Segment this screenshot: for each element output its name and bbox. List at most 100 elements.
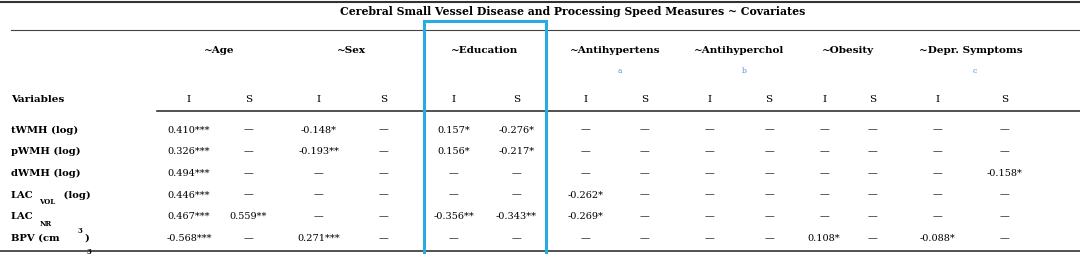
Text: —: —	[313, 211, 324, 220]
Text: 0.157*: 0.157*	[437, 125, 470, 134]
Text: —: —	[448, 168, 459, 177]
Text: —: —	[704, 190, 715, 199]
Text: ~Age: ~Age	[203, 46, 234, 55]
Text: ~Education: ~Education	[451, 46, 518, 55]
Text: —: —	[867, 190, 878, 199]
Text: —: —	[819, 147, 829, 156]
Text: VOL: VOL	[39, 197, 55, 205]
Text: —: —	[378, 190, 389, 199]
Text: -0.568***: -0.568***	[166, 233, 212, 242]
Text: —: —	[243, 190, 254, 199]
Text: Cerebral Small Vessel Disease and Processing Speed Measures ~ Covariates: Cerebral Small Vessel Disease and Proces…	[340, 6, 805, 17]
Text: —: —	[764, 125, 774, 134]
Text: —: —	[867, 125, 878, 134]
Text: pWMH (log): pWMH (log)	[11, 147, 80, 156]
Text: ~Sex: ~Sex	[337, 46, 365, 55]
Text: —: —	[704, 147, 715, 156]
Text: b: b	[741, 67, 746, 75]
Text: —: —	[313, 168, 324, 177]
Text: (log): (log)	[60, 190, 91, 199]
Text: -0.193**: -0.193**	[298, 147, 339, 156]
Text: —: —	[764, 233, 774, 242]
Text: S: S	[245, 94, 252, 104]
Text: —: —	[764, 147, 774, 156]
Text: S: S	[642, 94, 648, 104]
Text: —: —	[704, 233, 715, 242]
Text: —: —	[932, 211, 943, 220]
Text: -0.148*: -0.148*	[300, 125, 337, 134]
Text: I: I	[935, 94, 940, 104]
Text: —: —	[378, 168, 389, 177]
Text: —: —	[639, 147, 650, 156]
Text: I: I	[707, 94, 712, 104]
Text: —: —	[580, 233, 591, 242]
Text: —: —	[639, 125, 650, 134]
Text: S: S	[513, 94, 519, 104]
Text: —: —	[580, 168, 591, 177]
Text: —: —	[243, 168, 254, 177]
Text: BPV (cm: BPV (cm	[11, 233, 59, 242]
Text: —: —	[999, 190, 1010, 199]
Text: —: —	[378, 211, 389, 220]
Text: NR: NR	[39, 219, 52, 227]
Text: —: —	[378, 233, 389, 242]
Text: —: —	[867, 168, 878, 177]
Text: —: —	[511, 233, 522, 242]
Text: ~Antihyperchol: ~Antihyperchol	[694, 46, 784, 55]
Text: 0.156*: 0.156*	[437, 147, 470, 156]
Text: —: —	[378, 125, 389, 134]
Text: —: —	[704, 125, 715, 134]
Text: -0.158*: -0.158*	[986, 168, 1023, 177]
Text: -0.343**: -0.343**	[496, 211, 537, 220]
Text: tWMH (log): tWMH (log)	[11, 125, 78, 134]
Text: —: —	[999, 147, 1010, 156]
Text: —: —	[639, 190, 650, 199]
Text: —: —	[819, 168, 829, 177]
Text: S: S	[1001, 94, 1008, 104]
Text: —: —	[580, 147, 591, 156]
Text: ~Antihypertens: ~Antihypertens	[570, 46, 660, 55]
Text: —: —	[819, 125, 829, 134]
Text: I: I	[451, 94, 456, 104]
Text: —: —	[999, 233, 1010, 242]
Text: ~Depr. Symptoms: ~Depr. Symptoms	[919, 46, 1023, 55]
Text: 3: 3	[86, 247, 92, 254]
Text: —: —	[764, 211, 774, 220]
Text: —: —	[819, 211, 829, 220]
Text: 0.326***: 0.326***	[167, 147, 211, 156]
Text: LAC: LAC	[11, 190, 33, 199]
Text: —: —	[867, 147, 878, 156]
Text: -0.262*: -0.262*	[567, 190, 604, 199]
Text: -0.217*: -0.217*	[498, 147, 535, 156]
Text: a: a	[618, 67, 622, 75]
Text: dWMH (log): dWMH (log)	[11, 168, 80, 177]
Text: 0.271***: 0.271***	[297, 233, 340, 242]
Text: ): )	[84, 233, 90, 242]
Text: 0.467***: 0.467***	[167, 211, 211, 220]
Text: I: I	[822, 94, 826, 104]
Text: 0.108*: 0.108*	[808, 233, 840, 242]
Text: —: —	[378, 147, 389, 156]
Text: -0.276*: -0.276*	[498, 125, 535, 134]
Text: —: —	[313, 190, 324, 199]
Text: S: S	[380, 94, 387, 104]
Text: —: —	[580, 125, 591, 134]
Text: LAC: LAC	[11, 211, 33, 220]
Text: —: —	[243, 147, 254, 156]
Text: —: —	[932, 190, 943, 199]
Text: —: —	[448, 233, 459, 242]
Text: Variables: Variables	[11, 94, 64, 104]
Text: —: —	[243, 233, 254, 242]
Text: —: —	[639, 233, 650, 242]
Text: —: —	[932, 147, 943, 156]
Text: c: c	[973, 67, 977, 75]
Text: I: I	[187, 94, 191, 104]
Text: 0.410***: 0.410***	[167, 125, 211, 134]
Text: ~Obesity: ~Obesity	[822, 46, 875, 55]
Text: 3: 3	[78, 226, 82, 234]
Text: —: —	[639, 211, 650, 220]
Text: 0.559**: 0.559**	[230, 211, 267, 220]
Text: —: —	[511, 168, 522, 177]
Text: —: —	[764, 190, 774, 199]
Text: —: —	[704, 168, 715, 177]
